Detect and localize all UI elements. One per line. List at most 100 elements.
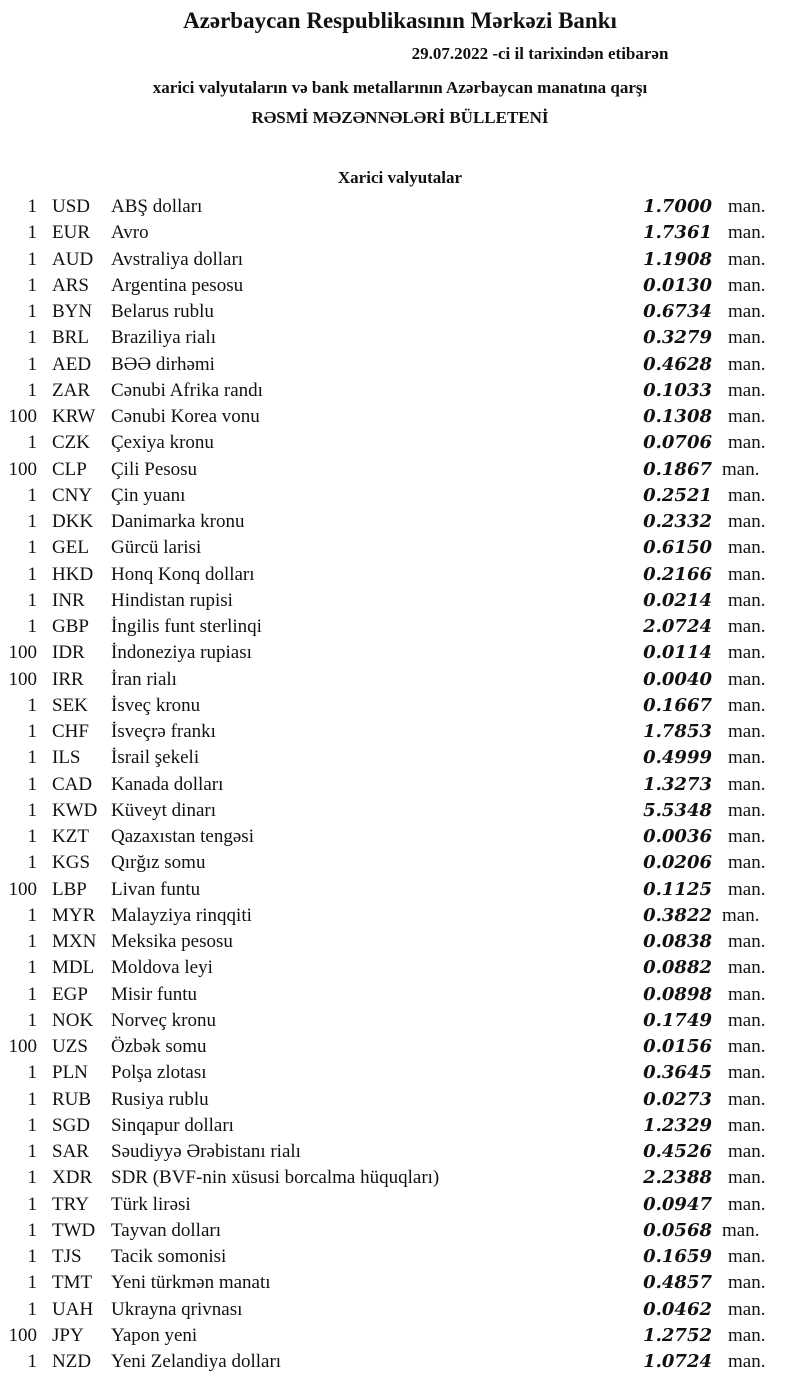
unit-label: man. [728, 301, 766, 322]
rate-row: 1 ARS Argentina pesosu 0.0130 man. [0, 273, 800, 299]
nominal: 1 [27, 852, 38, 874]
currency-name: Honq Konq dolları [111, 563, 255, 585]
unit-label: man. [728, 799, 766, 821]
currency-code: EUR [52, 222, 90, 244]
unit-label: man. [728, 931, 766, 952]
section-title: Xarici valyutalar [337, 168, 463, 187]
currency-code: TRY [52, 1193, 89, 1215]
currency-name: Çexiya kronu [111, 432, 214, 454]
rate-row: 100 IDR İndoneziya rupiası 0.0114 man. [0, 640, 800, 666]
unit-label: man. [722, 1219, 760, 1241]
currency-code: TJS [52, 1246, 82, 1267]
rate-value: 1.7000 [643, 196, 712, 217]
currency-name: Malayziya rinqqiti [111, 904, 252, 926]
currency-code: DKK [52, 511, 94, 532]
currency-code: PLN [52, 1062, 88, 1084]
nominal: 1 [27, 1141, 38, 1162]
rate-value: 0.4526 [643, 1141, 712, 1162]
nominal: 1 [27, 1298, 38, 1320]
currency-code: SGD [52, 1114, 91, 1136]
currency-code: BRL [52, 327, 89, 349]
rate-value: 0.0706 [643, 432, 712, 454]
currency-name: Yeni türkmən manatı [111, 1272, 271, 1294]
currency-name: İngilis funt sterlinqi [111, 616, 262, 637]
currency-code: ZAR [52, 379, 90, 401]
nominal: 100 [8, 406, 38, 427]
rate-value: 0.0036 [643, 826, 712, 847]
currency-name: Sinqapur dolları [111, 1114, 234, 1136]
nominal: 1 [27, 694, 38, 716]
rate-value: 0.2332 [643, 511, 712, 532]
rate-row: 1 INR Hindistan rupisi 0.0214 man. [0, 588, 800, 614]
unit-label: man. [728, 1351, 766, 1372]
rate-row: 1 SGD Sinqapur dolları 1.2329 man. [0, 1113, 800, 1139]
rate-value: 1.7361 [643, 222, 712, 244]
nominal: 100 [8, 458, 38, 480]
currency-name: Danimarka kronu [111, 511, 245, 532]
currency-name: Braziliya rialı [111, 327, 216, 349]
currency-name: Meksika pesosu [111, 931, 233, 952]
unit-label: man. [728, 196, 766, 217]
nominal: 1 [27, 222, 38, 244]
rate-row: 1 XDR SDR (BVF-nin xüsusi borcalma hüquqla… [0, 1165, 800, 1191]
currency-code: MXN [52, 931, 97, 952]
rate-value: 0.0040 [643, 668, 712, 690]
rate-row: 1 KZT Qazaxıstan tengəsi 0.0036 man. [0, 824, 800, 850]
rate-value: 0.4857 [643, 1272, 712, 1294]
nominal: 1 [27, 589, 38, 611]
currency-name: Cənubi Afrika randı [111, 379, 263, 401]
nominal: 1 [27, 274, 38, 296]
rate-row: 1 MXN Meksika pesosu 0.0838 man. [0, 929, 800, 955]
rate-row: 1 SAR Səudiyyə Ərəbistanı rialı 0.4526 man. [0, 1139, 800, 1165]
currency-code: SAR [52, 1141, 89, 1162]
unit-label: man. [728, 747, 766, 769]
nominal: 1 [27, 616, 38, 637]
rate-row: 1 KWD Küveyt dinarı 5.5348 man. [0, 798, 800, 824]
unit-label: man. [728, 1324, 766, 1346]
rate-row: 1 DKK Danimarka kronu 0.2332 man. [0, 509, 800, 535]
nominal: 1 [27, 1088, 38, 1110]
rate-value: 0.4628 [643, 353, 712, 375]
rate-row: 1 AED BƏƏ dirhəmi 0.4628 man. [0, 352, 800, 378]
currency-name: Yeni Zelandiya dolları [111, 1351, 282, 1372]
currency-name: İsrail şekeli [111, 747, 200, 769]
rate-row: 1 AUD Avstraliya dolları 1.1908 man. [0, 247, 800, 273]
nominal: 1 [27, 1062, 38, 1084]
rate-row: 1 ILS İsrail şekeli 0.4999 man. [0, 745, 800, 771]
rate-value: 0.3822 [643, 904, 712, 926]
unit-label: man. [728, 642, 766, 664]
currency-code: HKD [52, 563, 94, 585]
currency-code: LBP [52, 878, 87, 900]
currency-name: İran rialı [111, 668, 177, 690]
nominal: 1 [27, 484, 38, 506]
rate-value: 1.2329 [643, 1114, 712, 1136]
rate-row: 1 UAH Ukrayna qrivnası 0.0462 man. [0, 1297, 800, 1323]
rate-row: 1 HKD Honq Konq dolları 0.2166 man. [0, 562, 800, 588]
currency-name: Avstraliya dolları [111, 248, 244, 270]
rate-row: 1 BYN Belarus rublu 0.6734 man. [0, 299, 800, 325]
currency-name: Moldova leyi [111, 957, 213, 979]
rate-value: 1.1908 [643, 248, 712, 270]
date-line: 29.07.2022 -ci il tarixindən etibarən [411, 44, 669, 63]
nominal: 1 [27, 904, 38, 926]
rate-value: 1.3273 [643, 773, 712, 795]
unit-label: man. [728, 353, 766, 375]
currency-code: MYR [52, 904, 96, 926]
rate-value: 0.1867 [643, 458, 712, 480]
rate-row: 1 KGS Qırğız somu 0.0206 man. [0, 850, 800, 876]
currency-name: Gürcü larisi [111, 537, 202, 559]
rate-row: 100 IRR İran rialı 0.0040 man. [0, 667, 800, 693]
unit-label: man. [728, 721, 766, 742]
nominal: 1 [27, 353, 38, 375]
currency-code: CAD [52, 773, 93, 795]
nominal: 1 [27, 563, 38, 585]
currency-name: Hindistan rupisi [111, 589, 233, 611]
currency-code: JPY [52, 1324, 84, 1346]
unit-label: man. [728, 773, 766, 795]
rate-value: 1.7853 [643, 721, 712, 742]
unit-label: man. [728, 222, 766, 244]
unit-label: man. [728, 537, 766, 559]
currency-name: ABŞ dolları [111, 196, 203, 217]
rate-value: 0.0206 [643, 852, 712, 874]
rate-row: 1 GBP İngilis funt sterlinqi 2.0724 man. [0, 614, 800, 640]
